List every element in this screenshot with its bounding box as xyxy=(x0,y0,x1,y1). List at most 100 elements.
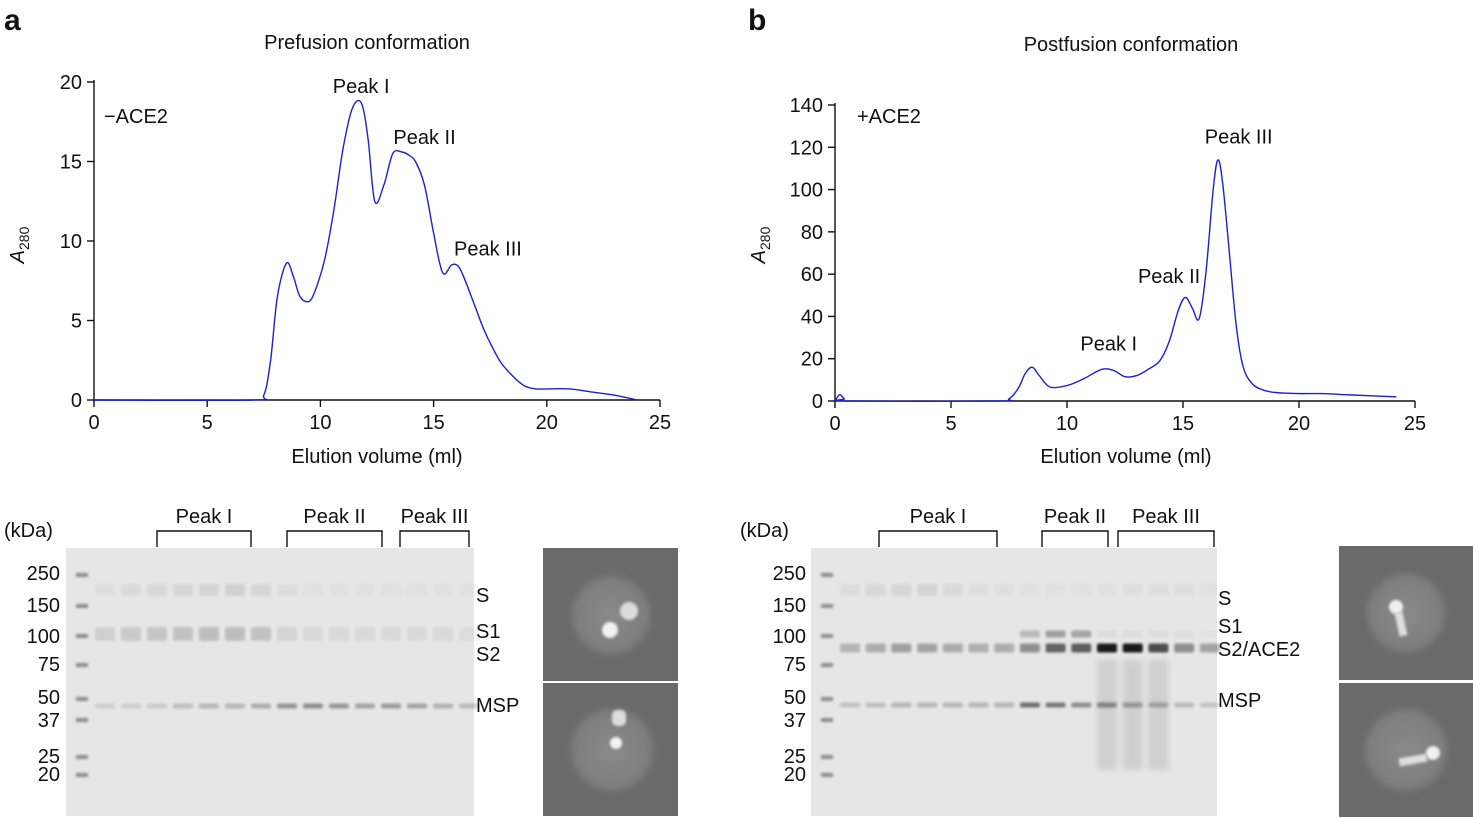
condition-label-minus-ace2: −ACE2 xyxy=(104,106,168,128)
peak-annotation-a: Peak I xyxy=(333,76,390,98)
panel-letter-b: b xyxy=(748,4,766,37)
ladder-band-b xyxy=(821,755,833,759)
band-marker-label-a: S2 xyxy=(476,644,500,666)
gel-band-b xyxy=(1174,702,1195,708)
gel-band-b xyxy=(1097,630,1117,638)
em-particle-a-bottom-body xyxy=(612,710,626,726)
gel-band-a xyxy=(95,703,115,709)
gel-band-a xyxy=(147,584,167,596)
kda-label-b: 100 xyxy=(773,626,806,648)
peak-annotation-b: Peak III xyxy=(1205,127,1273,149)
gel-band-a xyxy=(407,584,427,596)
y-axis-label-b-sub: 280 xyxy=(757,226,773,250)
gel-band-b xyxy=(1020,584,1040,596)
peak-bracket-label-b: Peak I xyxy=(910,506,967,528)
y-tick-label-a: 5 xyxy=(71,311,82,333)
em-particle-b-bottom-head xyxy=(1426,746,1440,760)
gel-kda-unit-a: (kDa) xyxy=(4,520,53,542)
kda-label-a: 100 xyxy=(27,626,60,648)
x-tick-label-a: 15 xyxy=(422,412,444,434)
peak-annotation-a: Peak III xyxy=(454,238,522,260)
gel-band-b xyxy=(1019,643,1040,653)
y-tick-label-b: 120 xyxy=(790,137,823,159)
gel-band-b xyxy=(840,643,860,653)
gel-band-a xyxy=(277,703,297,709)
peak-annotation-b: Peak II xyxy=(1138,266,1200,288)
chart-postfusion: b Postfusion conformation +ACE2 Elution … xyxy=(748,4,1426,468)
ladder-band-a xyxy=(76,663,88,667)
gel-band-a xyxy=(277,627,297,641)
gel-band-b xyxy=(840,702,860,708)
ladder-band-a xyxy=(76,697,88,701)
kda-label-b: 20 xyxy=(784,764,806,786)
peak-bracket-label-b: Peak III xyxy=(1132,506,1200,528)
gel-band-b xyxy=(1019,702,1040,708)
gel-smear-b xyxy=(1122,660,1143,770)
gel-band-a xyxy=(433,584,453,596)
x-tick-label-b: 10 xyxy=(1056,413,1078,435)
peak-bracket-b xyxy=(878,530,998,547)
y-tick-label-b: 40 xyxy=(801,306,823,328)
ladder-band-b xyxy=(821,663,833,667)
ladder-band-b xyxy=(821,573,833,577)
y-tick-label-b: 60 xyxy=(801,264,823,286)
x-tick-label-b: 20 xyxy=(1288,413,1310,435)
gel-band-a xyxy=(433,627,453,641)
gel-band-b xyxy=(1071,630,1092,638)
x-tick-label-a: 25 xyxy=(649,412,671,434)
kda-label-b: 250 xyxy=(773,563,806,585)
gel-band-b xyxy=(891,584,912,596)
y-tick-label-b: 140 xyxy=(790,95,823,117)
gel-band-a xyxy=(199,627,219,641)
gel-band-a xyxy=(173,627,193,641)
em-particle-a-top-body xyxy=(620,602,638,620)
gel-band-b xyxy=(917,702,938,708)
gel-band-b xyxy=(1045,702,1066,708)
gel-band-b xyxy=(1123,584,1143,596)
gel-band-a xyxy=(381,703,401,709)
gel-band-a xyxy=(199,584,219,596)
gel-band-b xyxy=(994,643,1015,653)
ladder-band-b xyxy=(821,604,833,608)
y-tick-label-a: 20 xyxy=(60,72,82,94)
em-particle-b-bottom-stalk xyxy=(1398,753,1428,767)
gel-band-a xyxy=(251,627,271,641)
ladder-band-a xyxy=(76,755,88,759)
gel-band-b xyxy=(994,584,1014,596)
gel-band-b xyxy=(1097,584,1117,596)
gel-band-a xyxy=(303,584,323,596)
gel-band-a xyxy=(407,703,427,709)
gel-band-a xyxy=(199,703,219,709)
elution-trace-a xyxy=(93,99,638,402)
band-marker-label-b: S xyxy=(1218,588,1231,610)
gel-band-b xyxy=(891,643,912,653)
gel-band-b xyxy=(917,584,938,596)
gel-band-b xyxy=(1045,630,1066,638)
gel-band-a xyxy=(147,627,167,641)
band-marker-label-a: S1 xyxy=(476,621,500,643)
peak-bracket-label-a: Peak I xyxy=(176,506,233,528)
x-tick-label-b: 25 xyxy=(1404,413,1426,435)
gel-band-b xyxy=(968,702,989,708)
gel-band-b xyxy=(1174,584,1194,596)
y-tick-label-a: 15 xyxy=(60,152,82,174)
gel-band-b xyxy=(1097,643,1117,653)
gel-band-a xyxy=(121,703,141,709)
kda-label-a: 75 xyxy=(38,654,60,676)
em-disc-a-bottom xyxy=(568,706,656,794)
gel-band-a xyxy=(459,627,479,641)
gel-band-a xyxy=(381,627,401,641)
y-tick-label-b: 100 xyxy=(790,180,823,202)
gel-band-a xyxy=(173,703,193,709)
peak-annotation-b: Peak I xyxy=(1080,334,1137,356)
em-particle-b-top-head xyxy=(1389,600,1403,614)
y-tick-label-b: 20 xyxy=(801,349,823,371)
ladder-band-b xyxy=(821,634,833,638)
gel-band-a xyxy=(225,584,245,596)
x-tick-label-a: 20 xyxy=(536,412,558,434)
peak-bracket-label-b: Peak II xyxy=(1044,506,1106,528)
chart-title-postfusion: Postfusion conformation xyxy=(1024,34,1239,56)
em-class-averages-prefusion xyxy=(543,548,678,816)
gel-band-b xyxy=(969,584,989,596)
gel-band-b xyxy=(1199,643,1220,653)
